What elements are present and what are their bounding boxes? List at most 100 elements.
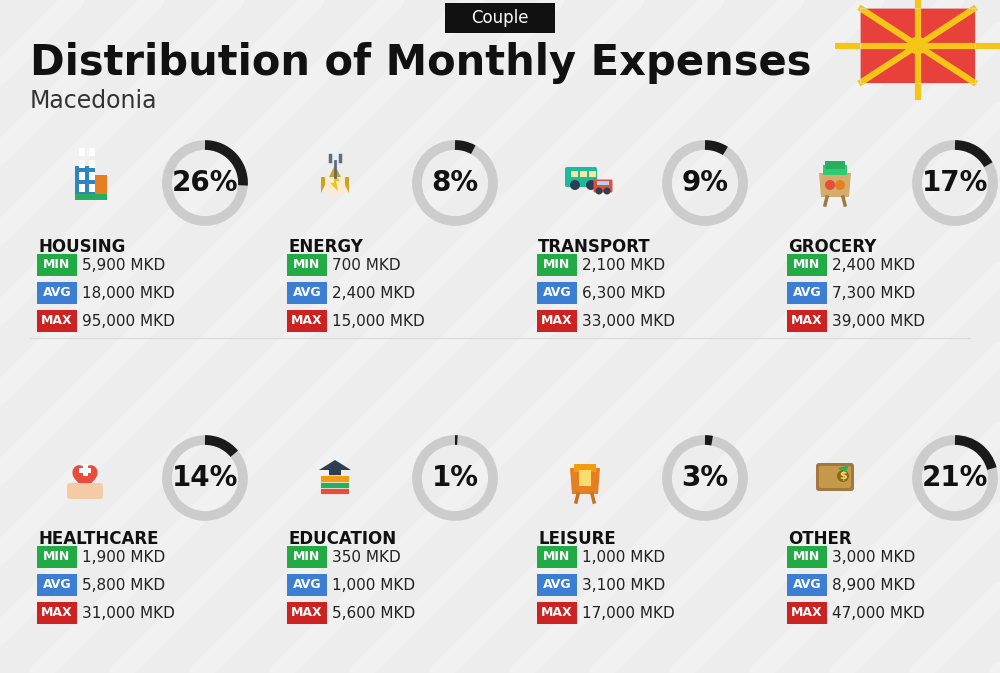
FancyBboxPatch shape [787,546,827,568]
Text: AVG: AVG [293,287,321,299]
Bar [860,8,975,83]
Text: 5,600 MKD: 5,600 MKD [332,606,415,621]
Text: 39,000 MKD: 39,000 MKD [832,314,925,328]
Text: AVG: AVG [43,287,71,299]
Bar [89,172,95,180]
Circle shape [570,180,580,190]
Bar [93,176,107,200]
Text: 3,000 MKD: 3,000 MKD [832,549,915,565]
Text: 14%: 14% [172,464,238,492]
FancyBboxPatch shape [537,574,577,596]
Text: 5,900 MKD: 5,900 MKD [82,258,165,273]
Bar [82,464,88,476]
FancyBboxPatch shape [287,602,327,624]
Text: ENERGY: ENERGY [288,238,363,256]
FancyBboxPatch shape [594,180,612,192]
Text: Couple: Couple [471,9,529,27]
Text: AVG: AVG [543,579,571,592]
Text: 8%: 8% [431,169,479,197]
Bar [589,171,596,177]
Text: MAX: MAX [791,314,823,328]
Text: EDUCATION: EDUCATION [288,530,396,548]
FancyBboxPatch shape [320,487,350,495]
Bar [579,470,591,486]
Text: 8,900 MKD: 8,900 MKD [832,577,915,592]
FancyBboxPatch shape [537,546,577,568]
Text: 2,400 MKD: 2,400 MKD [332,285,415,301]
Text: 9%: 9% [682,169,728,197]
Text: MIN: MIN [293,258,321,271]
Bar [79,172,85,180]
Text: LEISURE: LEISURE [538,530,616,548]
Text: 1%: 1% [432,464,479,492]
Bar [79,148,85,156]
Text: MIN: MIN [793,258,821,271]
FancyBboxPatch shape [565,167,597,187]
Bar [571,171,578,177]
Text: AVG: AVG [543,287,571,299]
FancyBboxPatch shape [37,310,77,332]
Text: MAX: MAX [41,314,73,328]
Text: MAX: MAX [291,606,323,620]
Text: 21%: 21% [922,464,988,492]
FancyBboxPatch shape [287,254,327,276]
Text: MIN: MIN [43,551,71,563]
FancyBboxPatch shape [287,310,327,332]
Text: OTHER: OTHER [788,530,852,548]
Bar [79,160,85,168]
FancyBboxPatch shape [37,546,77,568]
Bar [75,166,95,200]
Text: 47,000 MKD: 47,000 MKD [832,606,925,621]
Text: 15,000 MKD: 15,000 MKD [332,314,425,328]
Text: Distribution of Monthly Expenses: Distribution of Monthly Expenses [30,42,812,84]
Polygon shape [321,165,349,193]
FancyBboxPatch shape [320,481,350,489]
Text: AVG: AVG [793,579,821,592]
FancyBboxPatch shape [445,3,555,33]
FancyBboxPatch shape [37,574,77,596]
FancyBboxPatch shape [816,463,854,491]
Text: Macedonia: Macedonia [30,89,158,113]
Bar [597,181,609,185]
FancyBboxPatch shape [320,476,350,483]
FancyBboxPatch shape [37,282,77,304]
Text: 700 MKD: 700 MKD [332,258,401,273]
Text: 6,300 MKD: 6,300 MKD [582,285,665,301]
Text: 17,000 MKD: 17,000 MKD [582,606,675,621]
FancyBboxPatch shape [537,254,577,276]
Text: 3,100 MKD: 3,100 MKD [582,577,665,592]
Text: TRANSPORT: TRANSPORT [538,238,651,256]
Bar [75,194,107,200]
FancyBboxPatch shape [37,602,77,624]
FancyBboxPatch shape [329,467,341,479]
FancyBboxPatch shape [819,466,851,488]
Circle shape [835,180,845,190]
Text: 1,000 MKD: 1,000 MKD [332,577,415,592]
Bar [79,468,91,472]
Circle shape [596,188,602,194]
Text: 3%: 3% [681,464,729,492]
Text: 31,000 MKD: 31,000 MKD [82,606,175,621]
Circle shape [837,470,849,482]
Polygon shape [319,460,351,470]
Circle shape [825,180,835,190]
Text: 7,300 MKD: 7,300 MKD [832,285,915,301]
Bar [860,8,975,83]
FancyBboxPatch shape [787,310,827,332]
Text: 350 MKD: 350 MKD [332,549,401,565]
Bar [574,464,596,472]
FancyBboxPatch shape [787,282,827,304]
Text: MAX: MAX [791,606,823,620]
Text: AVG: AVG [43,579,71,592]
Text: MAX: MAX [541,606,573,620]
Circle shape [604,188,610,194]
FancyBboxPatch shape [287,546,327,568]
Text: 26%: 26% [172,169,238,197]
Polygon shape [570,468,600,494]
Bar [89,160,95,168]
Text: 17%: 17% [922,169,988,197]
FancyBboxPatch shape [67,483,103,499]
Bar [89,148,95,156]
Text: MIN: MIN [543,258,571,271]
Text: 1,900 MKD: 1,900 MKD [82,549,165,565]
